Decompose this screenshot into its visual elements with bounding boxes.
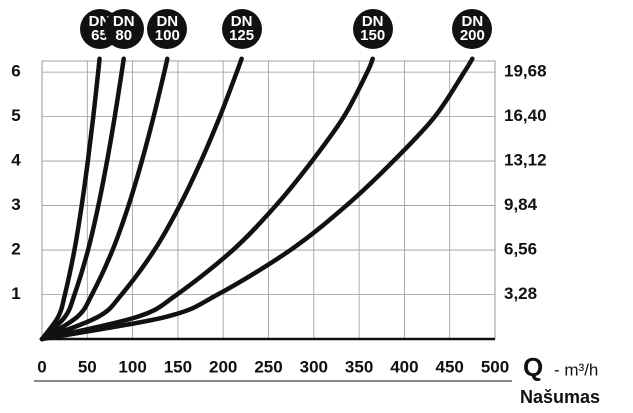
series-badge: DN 200 [452, 9, 493, 49]
x-tick-label: 400 [390, 357, 418, 376]
x-tick-label: 200 [209, 357, 237, 376]
x-tick-label: 350 [345, 357, 373, 376]
series-badge: DN 125 [221, 9, 262, 49]
legend-label: DN 80 [112, 13, 135, 44]
y2-tick-label: 19,68 [504, 62, 547, 81]
y2-tick-label: 3,28 [504, 284, 537, 303]
series-line [39, 56, 170, 342]
legend-label: DN 200 [459, 13, 485, 44]
x-tick-label: 50 [78, 357, 97, 376]
x-axis-symbol: Q [523, 352, 543, 382]
series-line [39, 56, 102, 342]
y-tick-label: 4 [11, 151, 21, 170]
x-axis-unit: - m³/h [554, 360, 598, 379]
x-tick-label: 150 [164, 357, 192, 376]
y-tick-label: 3 [11, 195, 20, 214]
y-tick-label: 2 [11, 240, 20, 259]
series-badge: DN 150 [352, 9, 393, 49]
series-line [39, 56, 375, 342]
x-tick-label: 0 [37, 357, 46, 376]
series-line [39, 56, 244, 342]
series-badge: DN 100 [147, 9, 188, 49]
y-tick-label: 6 [11, 62, 20, 81]
y2-tick-label: 13,12 [504, 151, 547, 170]
series-line [39, 56, 126, 342]
x-tick-label: 100 [118, 357, 146, 376]
x-tick-label: 450 [436, 357, 464, 376]
x-tick-label: 500 [481, 357, 509, 376]
y2-tick-label: 16,40 [504, 106, 547, 125]
legend-label: DN 100 [154, 13, 180, 44]
y2-tick-label: 9,84 [504, 195, 538, 214]
series-badge: DN 80 [103, 9, 144, 49]
y-tick-label: 1 [11, 284, 20, 303]
x-tick-label: 300 [300, 357, 328, 376]
legend-label: DN 125 [229, 13, 255, 44]
legend-label: DN 150 [360, 13, 386, 44]
x-axis-label: Našumas [520, 387, 600, 407]
y-tick-label: 5 [11, 106, 20, 125]
series-line [39, 56, 475, 342]
y2-tick-label: 6,56 [504, 240, 537, 259]
x-tick-label: 250 [254, 357, 282, 376]
